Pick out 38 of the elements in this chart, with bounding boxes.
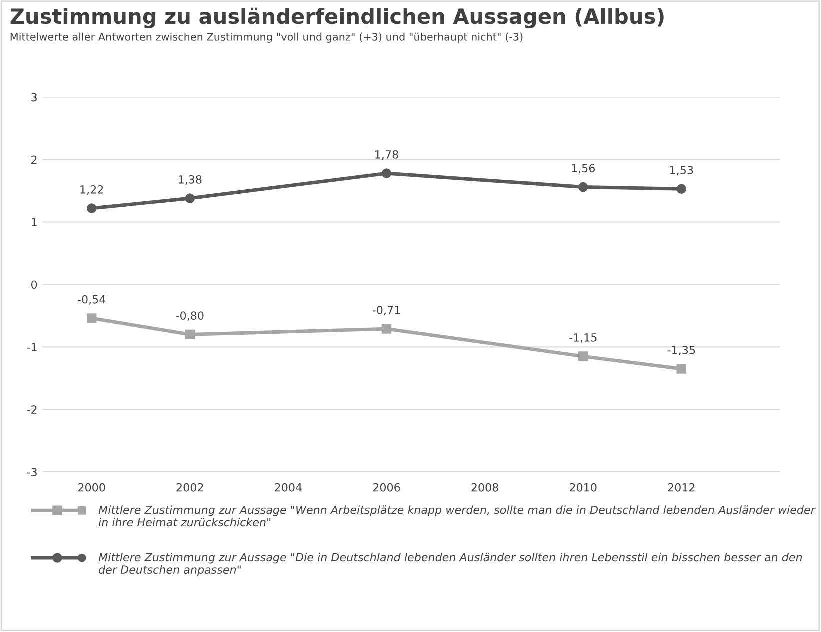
legend-label: Mittlere Zustimmung zur Aussage "Die in Deutschland lebenden Ausländer sollten ihren Lebensstil ein bisschen besser an den der Deutschen anpassen" — [98, 553, 802, 576]
data-label: -0,54 — [78, 295, 106, 305]
point — [578, 182, 588, 192]
y-tick-label: 3 — [32, 93, 37, 102]
data-label: -0,71 — [372, 306, 400, 316]
y-tick-label: -1 — [27, 343, 37, 352]
legend-label: Mittlere Zustimmung zur Aussage "Wenn Arbeitsplätze knapp werden, sollte man die in Deutschland lebenden Ausländer wieder in ihre Heimat zurückschicken" — [98, 506, 816, 527]
x-tick-label: 2006 — [373, 483, 400, 492]
y-tick-label: -3 — [27, 468, 37, 476]
point — [185, 330, 196, 340]
point — [86, 314, 97, 324]
data-label: 1,38 — [178, 175, 202, 185]
data-label: -1,35 — [668, 346, 696, 356]
x-tick-label: 2008 — [472, 483, 498, 492]
data-label: 1,53 — [670, 166, 694, 176]
y-tick-label: 2 — [32, 156, 37, 164]
x-tick-label: 2012 — [668, 483, 695, 492]
point — [185, 194, 196, 204]
point — [382, 324, 392, 334]
x-tick-label: 2010 — [570, 483, 597, 492]
point — [86, 204, 97, 214]
y-tick-label: 0 — [31, 280, 38, 290]
point — [676, 184, 687, 194]
x-tick-label: 2000 — [78, 483, 106, 492]
data-label: -1,15 — [570, 334, 597, 344]
point — [578, 352, 588, 362]
data-label: 1,56 — [572, 164, 596, 174]
point — [382, 168, 392, 178]
data-label: -0,80 — [176, 312, 204, 322]
y-tick-label: -2 — [27, 406, 37, 414]
chart-title: Zustimmung zu ausländerfeindlichen Aussagen (Allbus) — [10, 8, 664, 28]
data-label: 1,78 — [376, 150, 398, 160]
x-tick-label: 2004 — [275, 483, 302, 492]
point — [676, 364, 687, 374]
chart-subtitle: Mittelwerte aller Antworten zwischen Zustimmung "voll und ganz" (+3) und "überhaupt nicht" (-3) — [10, 32, 523, 43]
data-label: 1,22 — [80, 185, 104, 195]
y-tick-label: 1 — [32, 218, 37, 226]
x-tick-label: 2002 — [176, 483, 204, 492]
